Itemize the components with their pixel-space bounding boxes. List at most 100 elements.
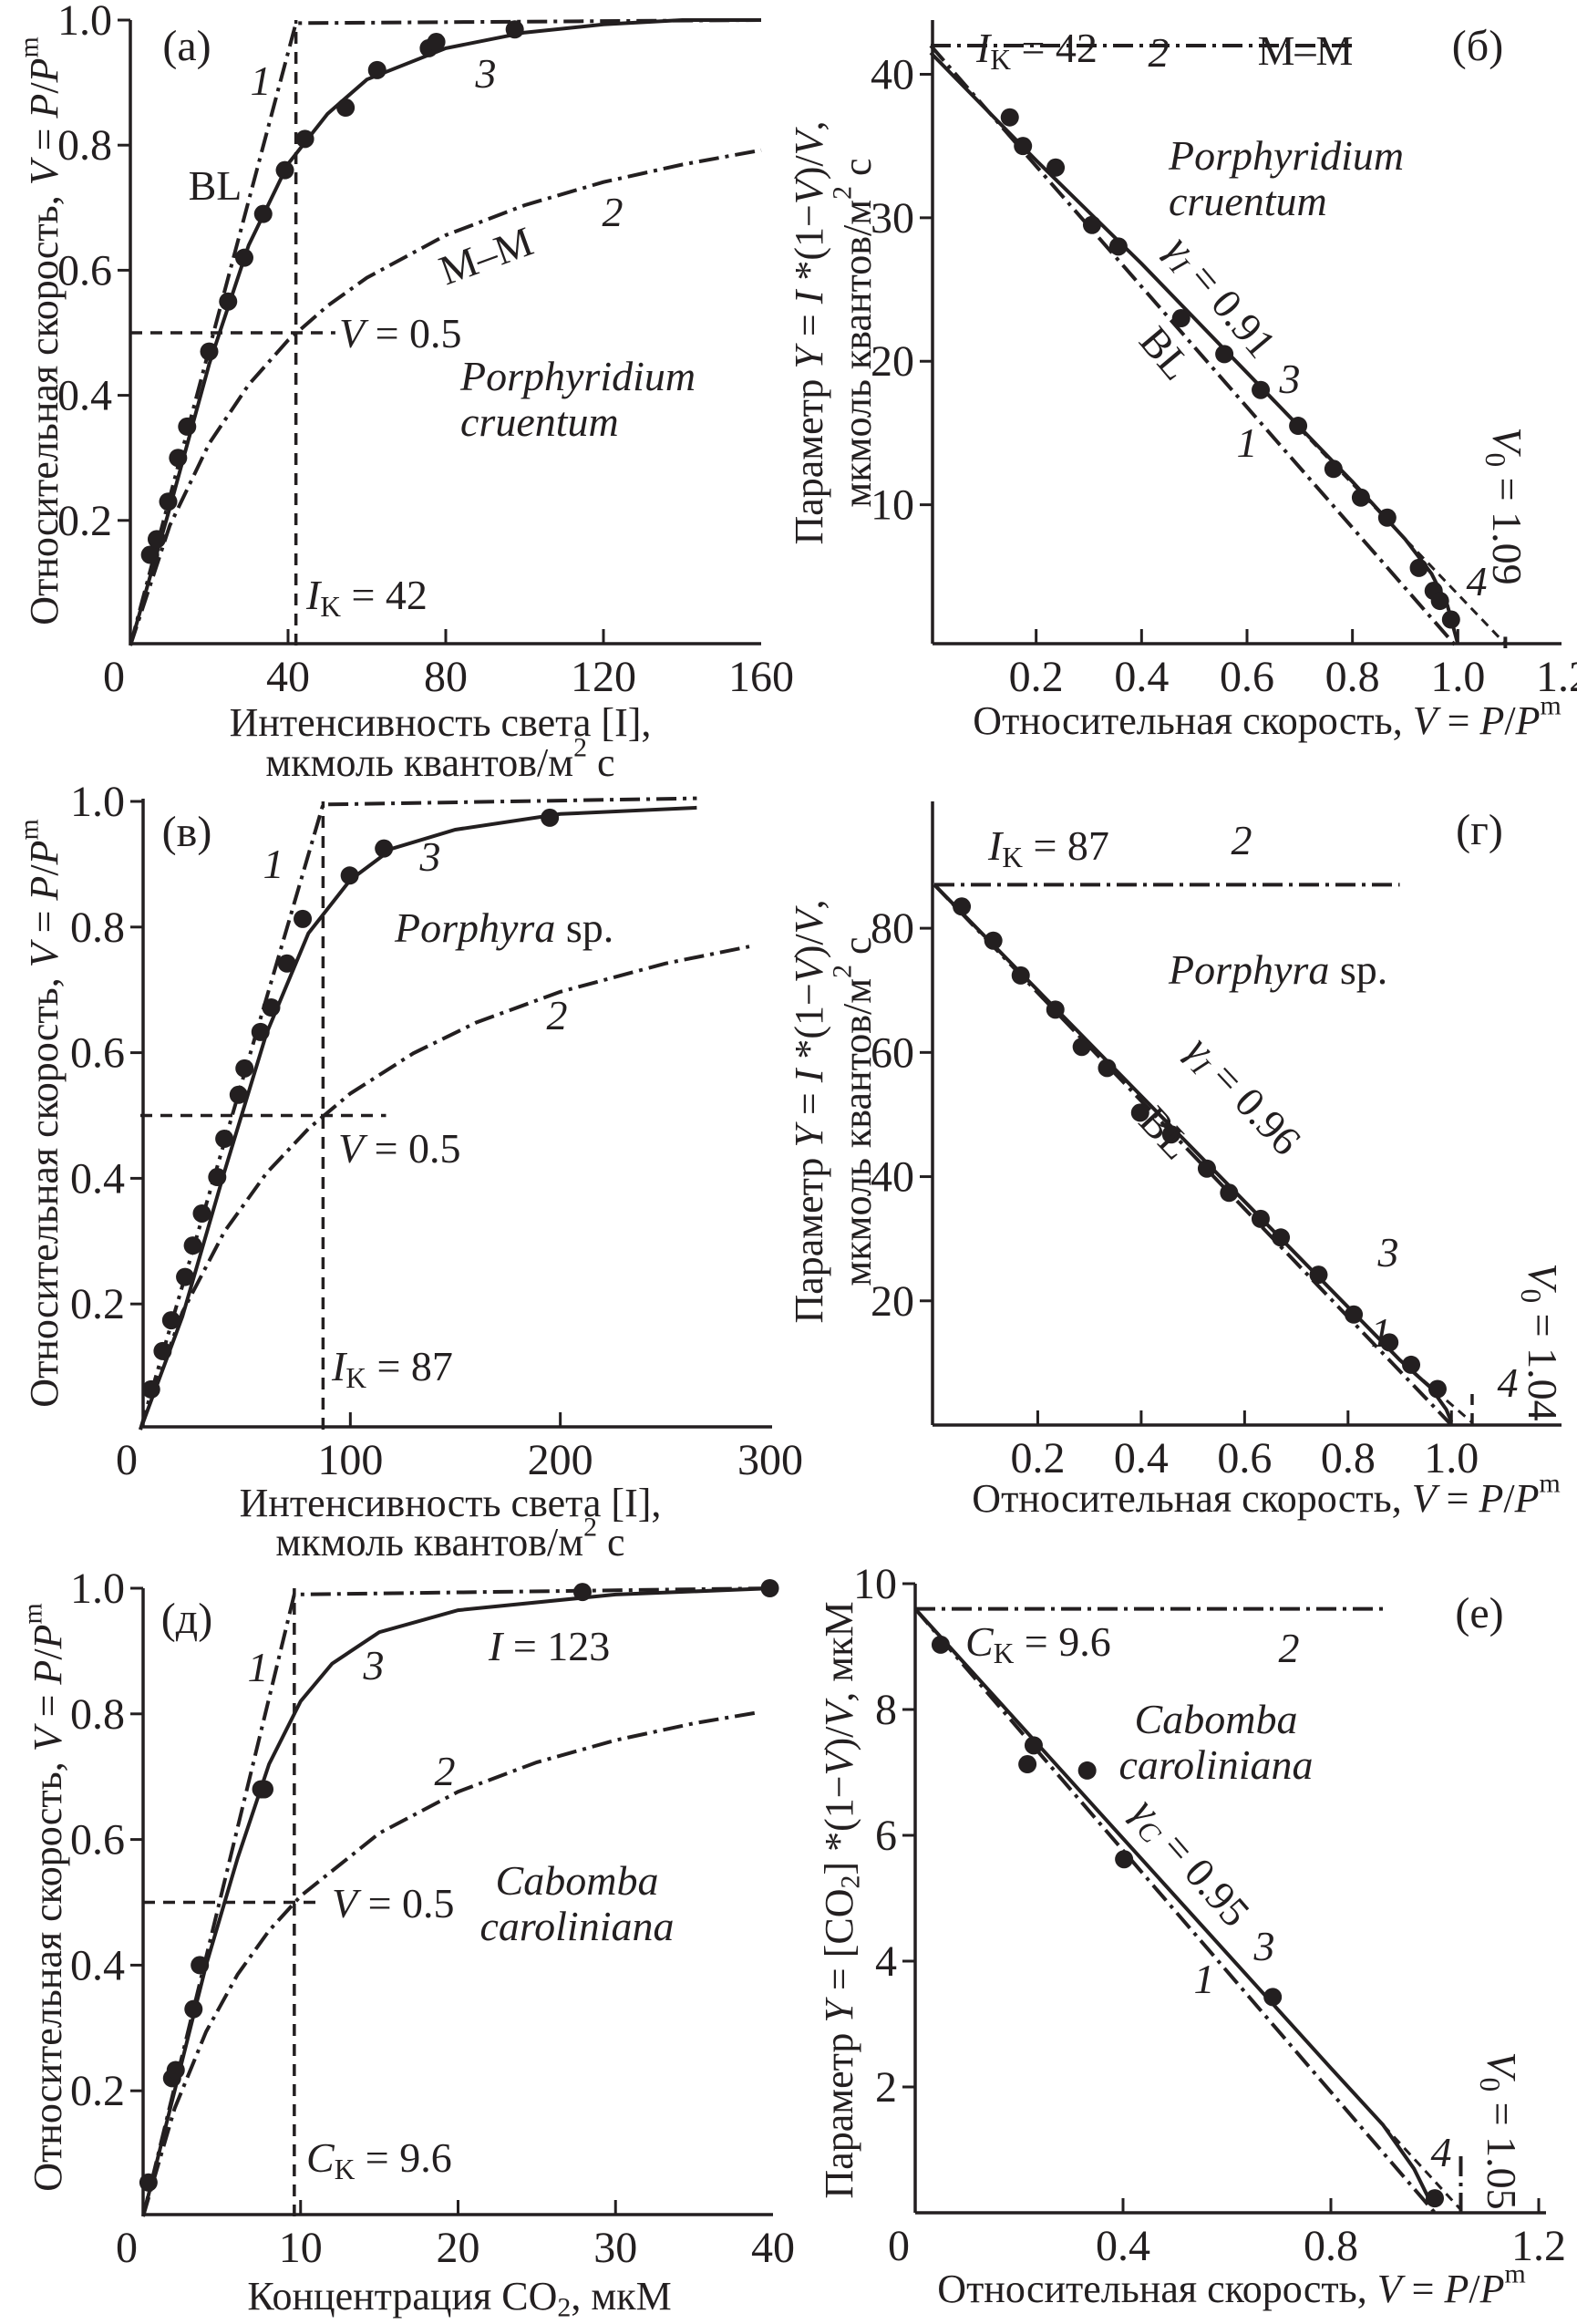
x-tick-label: 1.2 [1536,653,1577,701]
data-point [1077,1761,1097,1780]
data-point [1430,592,1449,611]
annotation-ik: IK = 42 [305,572,428,623]
data-point [147,530,166,549]
data-point [1441,610,1460,629]
data-point [215,1129,234,1148]
data-point [1426,2189,1444,2208]
data-point [277,954,296,973]
data-point [1046,158,1066,177]
x-tick-label: 20 [437,2224,480,2272]
data-point [1251,1209,1270,1228]
annotation-mm: М–М [433,217,539,294]
curve-1 [913,1607,1437,2215]
x-tick-label: 30 [593,2224,637,2272]
x-tick-label: 0 [116,2224,138,2272]
x-tick-label: 0.6 [1220,653,1274,701]
data-point [251,1022,270,1041]
x-tick-label: 40 [751,2224,795,2272]
x-tick-label: 0.2 [1009,653,1064,701]
x-tick-label: 0.6 [1217,1434,1272,1482]
y-tick-label: 6 [875,1812,897,1860]
y-tick-label: 0.8 [70,903,125,951]
data-point [1351,488,1370,507]
annotation-mm: М–М [1258,27,1354,74]
annotation-v0: V0 = 1.04 [1516,1263,1567,1420]
x-axis-label: Концентрация CO2, мкМ [247,2274,671,2322]
data-point [191,1956,210,1975]
annotation-ik: IK = 42 [975,25,1098,76]
data-point [953,897,972,916]
x-tick-label: 0.4 [1114,1434,1169,1482]
annotation-curve2: 2 [1149,29,1170,76]
data-point [1046,1000,1065,1019]
annotation-curve3: 3 [1253,1923,1275,1969]
data-point [340,866,359,885]
data-point [1272,1228,1291,1247]
x-tick-label: 120 [571,653,636,701]
x-tick-label: 0.8 [1304,2222,1358,2270]
annotation-gamma: γC = 0.95 [1120,1789,1260,1938]
annotation-curve4: 4 [1498,1359,1519,1406]
data-point [1018,1755,1037,1774]
x-tick-label: 80 [424,653,468,701]
annotation-bl: BL [1131,317,1201,388]
data-point [141,1379,160,1399]
annotation-species1: Porphyra sp. [394,904,613,951]
annotation-curve3: 3 [1279,356,1301,402]
curve-3 [141,1586,774,2217]
data-point [1130,1103,1149,1122]
data-point [984,931,1003,950]
y-tick-label: 8 [875,1686,897,1734]
annotation-v0: V0 = 1.05 [1475,2051,1526,2209]
data-point [166,2061,185,2080]
y-tick-label: 0.4 [70,1154,125,1203]
panel-label: (д) [161,1595,212,1643]
data-point [253,204,273,223]
annotation-v05: V = 0.5 [339,310,462,356]
data-point [1428,1379,1447,1399]
annotation-curve1: 1 [251,57,272,104]
y-axis-label: Параметр Y = I *(1−V)/V, [787,899,831,1323]
data-point [1309,1265,1328,1285]
y-tick-label: 0.6 [70,1028,125,1077]
annotation-curve2: 2 [1279,1625,1300,1671]
annotation-species2: caroliniana [1119,1741,1314,1788]
y-tick-label: 30 [871,193,914,242]
annotation-curve1: 1 [263,841,284,887]
x-tick-label: 0.4 [1114,653,1169,701]
annotation-v0: V0 = 1.09 [1480,427,1531,584]
data-point [184,1999,203,2019]
data-point [1024,1736,1043,1755]
data-point [200,342,219,361]
y-tick-label: 1.0 [70,1565,125,1613]
data-point [262,997,281,1017]
panel-b: 0.2 0.4 0.6 0.8 1.0 1.2 10 20 30 40 (б) IK = 42 2 М–М… [787,20,1577,743]
y-tick-label: 40 [871,50,914,98]
annotation-species1: Porphyra sp. [1168,946,1387,993]
annotation-curve1: 1 [1237,419,1258,466]
y-tick-label: 0.6 [70,1815,125,1864]
y-tick-label: 60 [871,1028,914,1077]
data-point [1072,1038,1091,1057]
annotation-curve2: 2 [603,189,624,235]
x-tick-label: 200 [528,1436,593,1484]
y-tick-label: 20 [871,1276,914,1325]
y-axis-label: Относительная скорость, V = P/Pm [14,819,67,1407]
annotation-curve3: 3 [363,1642,385,1689]
x-axis-label: Относительная скорость, V = P/Pm [973,690,1561,743]
data-point [229,1085,248,1104]
x-tick-label: 1.0 [1430,653,1485,701]
data-point [1402,1355,1421,1374]
data-point [1220,1183,1239,1203]
annotation-ik: IK = 87 [331,1343,453,1394]
x-tick-label: 100 [317,1436,383,1484]
curve-1 [141,1586,774,2217]
x-tick-label: 0.8 [1321,1434,1376,1482]
data-point [161,1311,180,1330]
annotation-species1: Porphyridium [1168,132,1404,179]
panel-c: 0 100 200 300 0.2 0.4 0.6 0.8 1.0 (в) 1 3 Porphyra s… [14,778,803,1565]
y-tick-label: 0.2 [57,496,112,544]
y-tick-label: 0.8 [70,1689,125,1738]
data-point [1108,237,1128,256]
